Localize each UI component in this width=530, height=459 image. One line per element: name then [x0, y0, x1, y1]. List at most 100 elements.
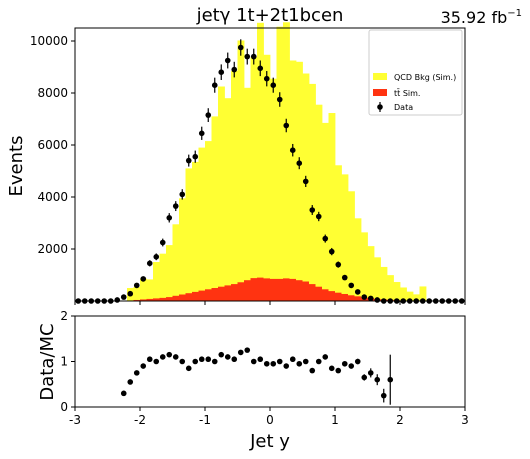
qcd-bin [283, 22, 290, 302]
y-tick-label: 8000 [37, 86, 68, 100]
ratio-point [283, 363, 290, 369]
qcd-bin [205, 141, 212, 301]
data-point [198, 130, 205, 137]
y-tick-label: 10000 [30, 34, 68, 48]
data-point [341, 274, 348, 281]
x-tick-label: 3 [461, 413, 469, 427]
legend-ttbar-swatch [373, 89, 387, 96]
qcd-bin [413, 294, 420, 301]
legend-box [368, 29, 463, 116]
data-point [374, 297, 381, 303]
ttbar-bin [335, 292, 342, 301]
ttbar-bin [263, 278, 271, 301]
data-point [224, 57, 231, 64]
data-point [192, 153, 199, 160]
ttbar-bin [348, 295, 355, 301]
stacked-histogram [127, 22, 427, 302]
qcd-bin [231, 70, 238, 302]
ttbar-bin [211, 288, 219, 301]
qcd-bin [153, 262, 160, 301]
legend-qcd-swatch [373, 73, 387, 80]
ratio-points [120, 347, 394, 405]
ttbar-bin [302, 281, 310, 301]
qcd-bin [159, 253, 167, 301]
ratio-point [361, 374, 368, 381]
x-tick-label: 1 [331, 413, 339, 427]
data-point [289, 147, 296, 153]
data-point [361, 294, 368, 300]
qcd-bin [387, 275, 394, 301]
ratio-point [218, 351, 225, 358]
data-point [153, 253, 160, 260]
ratio-point [309, 367, 316, 374]
ratio-point [315, 358, 322, 365]
ratio-point [159, 354, 166, 360]
ratio-frame [74, 315, 466, 408]
data-point [120, 294, 127, 300]
data-point [237, 44, 244, 51]
ttbar-bin [237, 282, 245, 301]
qcd-bin [133, 286, 141, 301]
legend-ttbar-label: tt̄ Sim. [394, 88, 420, 98]
qcd-bin [302, 73, 310, 301]
data-point [263, 75, 270, 82]
qcd-bin [322, 122, 329, 302]
data-point [211, 82, 218, 88]
qcd-bin [374, 257, 381, 301]
qcd-bin [380, 266, 388, 301]
ratio-point [374, 376, 381, 383]
qcd-bin [257, 22, 264, 302]
ratio-y-axis-label: Data/MC [37, 323, 58, 400]
y-tick-label: 6000 [37, 138, 68, 152]
data-point [205, 112, 212, 118]
ratio-point [237, 349, 244, 356]
qcd-bin [361, 232, 368, 301]
ratio-point [127, 379, 134, 385]
data-point [270, 82, 277, 88]
qcd-bin [140, 278, 147, 301]
data-point [133, 282, 140, 289]
ratio-y-tick-label: 2 [60, 309, 68, 323]
data-point [127, 290, 134, 297]
qcd-bin [296, 61, 303, 301]
qcd-bin [341, 174, 349, 301]
legend-data-swatch [377, 104, 383, 110]
ratio-point [328, 365, 335, 372]
x-tick-label: -1 [199, 413, 211, 427]
data-point [166, 215, 173, 221]
ttbar-bin [257, 277, 264, 301]
qcd-bin [192, 161, 199, 301]
ttbar-bin [166, 297, 173, 301]
qcd-bin [419, 286, 427, 301]
ratio-point [289, 356, 296, 363]
qcd-bin [250, 57, 258, 302]
ttbar-bin [159, 297, 167, 301]
data-point [244, 53, 251, 60]
ratio-point [192, 358, 199, 365]
data-point [283, 122, 290, 129]
ttbar-bin [276, 278, 284, 301]
ratio-point [179, 358, 186, 365]
y-tick-label: 2000 [37, 242, 68, 256]
ttbar-bin [289, 278, 297, 301]
ttbar-bin [198, 290, 206, 301]
x-axis-label: Jet y [249, 431, 290, 452]
qcd-bin [244, 87, 251, 301]
data-point [114, 297, 121, 303]
ttbar-bin [172, 295, 180, 301]
qcd-bin [276, 26, 284, 301]
ratio-point [348, 363, 355, 369]
ratio-point [231, 356, 238, 363]
ratio-point [257, 356, 264, 363]
ttbar-bin [231, 284, 238, 301]
ratio-point [198, 356, 205, 363]
data-point [179, 191, 186, 198]
ratio-point [166, 351, 173, 358]
qcd-bin [185, 168, 193, 301]
ttbar-bin [146, 298, 154, 301]
qcd-bin [406, 291, 414, 301]
qcd-bin [400, 287, 407, 301]
ratio-point [263, 360, 270, 367]
qcd-bin [198, 147, 206, 301]
qcd-bin [309, 83, 316, 302]
